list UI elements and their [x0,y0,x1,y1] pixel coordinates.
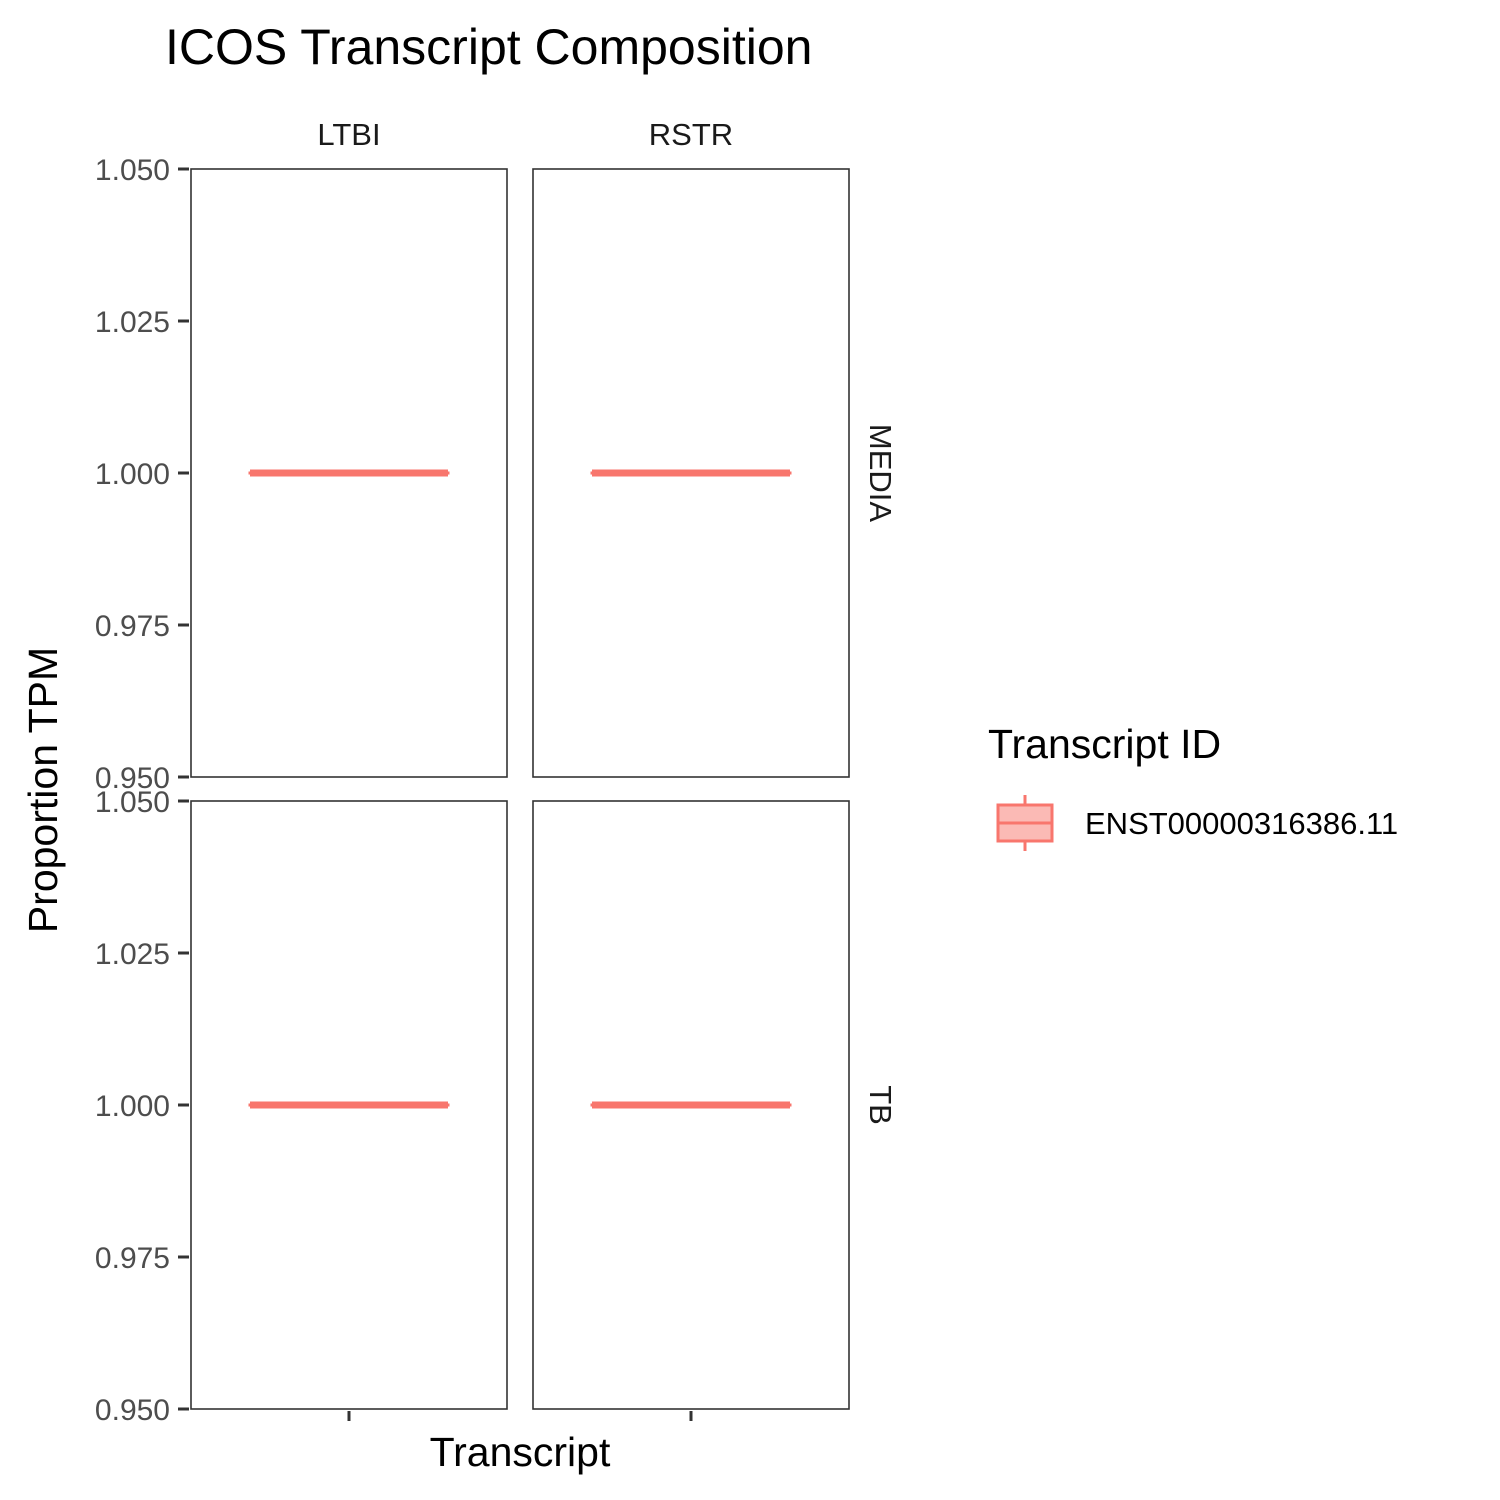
facet-column-label: LTBI [317,117,380,152]
legend: Transcript ID ENST00000316386.11 [988,721,1398,851]
x-axis-title: Transcript [430,1429,611,1475]
legend-title: Transcript ID [988,721,1221,767]
y-tick-label: 1.000 [95,1090,170,1123]
y-tick-label: 1.050 [95,786,170,819]
legend-entry: ENST00000316386.11 [996,795,1398,851]
y-tick-label: 0.950 [95,1394,170,1427]
facet-row-label: TB [863,1085,898,1125]
y-tick-label: 1.025 [95,938,170,971]
legend-entries: ENST00000316386.11 [996,795,1398,851]
y-axis-title: Proportion TPM [20,647,66,933]
y-tick-label: 0.975 [95,1242,170,1275]
y-tick-label: 0.975 [95,610,170,643]
panels-layer: LTBI RSTR MEDIA TB 0.950 0.975 1.000 1.025 1.050… [95,117,898,1427]
y-tick-label: 1.050 [95,154,170,187]
facet-column-label: RSTR [649,117,733,152]
y-tick-label: 0.950 [95,762,170,795]
y-tick-label: 1.000 [95,458,170,491]
y-tick-label: 1.025 [95,306,170,339]
facet-row-label: MEDIA [863,424,898,523]
chart-title: ICOS Transcript Composition [165,19,812,75]
legend-entry-label: ENST00000316386.11 [1085,806,1398,841]
